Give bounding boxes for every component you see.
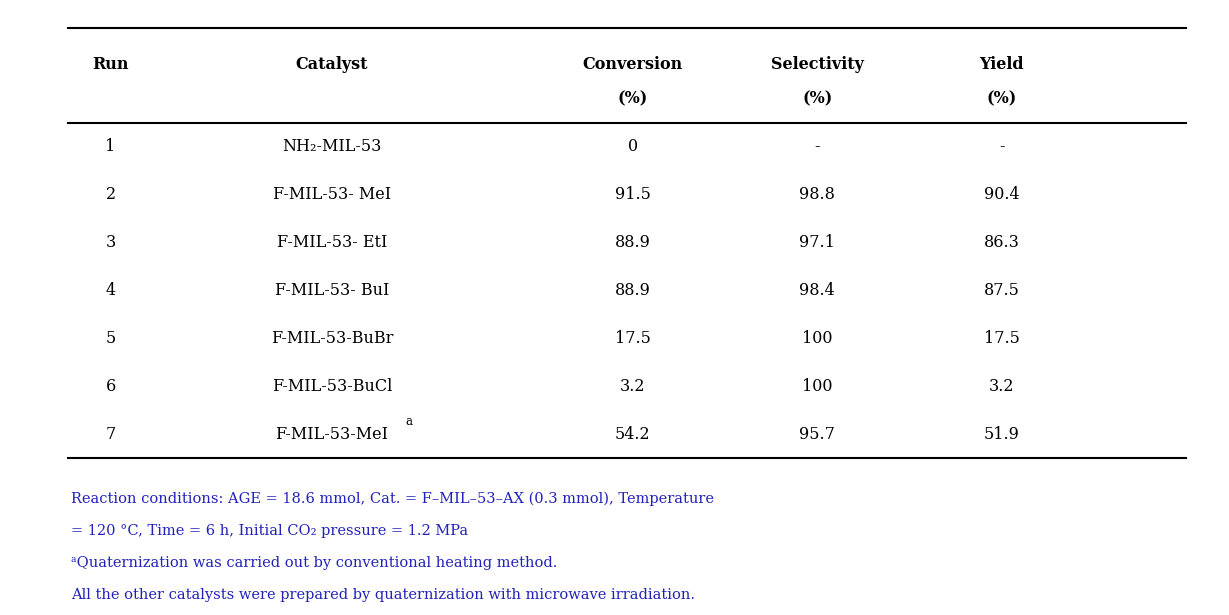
Text: All the other catalysts were prepared by quaternization with microwave irradiati: All the other catalysts were prepared by… [71, 588, 696, 602]
Text: 98.8: 98.8 [799, 186, 836, 204]
Text: 95.7: 95.7 [799, 426, 836, 443]
Text: -: - [815, 138, 820, 156]
Text: F-MIL-53-BuBr: F-MIL-53-BuBr [270, 330, 393, 347]
Text: NH₂-MIL-53: NH₂-MIL-53 [283, 138, 381, 156]
Text: 7: 7 [106, 426, 116, 443]
Text: (%): (%) [618, 90, 648, 107]
Text: 2: 2 [106, 186, 116, 204]
Text: F-MIL-53- MeI: F-MIL-53- MeI [273, 186, 391, 204]
Text: 4: 4 [106, 282, 116, 299]
Text: (%): (%) [803, 90, 832, 107]
Text: 17.5: 17.5 [614, 330, 651, 347]
Text: Conversion: Conversion [583, 56, 683, 73]
Text: 90.4: 90.4 [984, 186, 1019, 204]
Text: 98.4: 98.4 [799, 282, 836, 299]
Text: 97.1: 97.1 [799, 234, 836, 251]
Text: F-MIL-53-BuCl: F-MIL-53-BuCl [272, 378, 392, 395]
Text: 1: 1 [106, 138, 116, 156]
Text: 0: 0 [628, 138, 638, 156]
Text: 87.5: 87.5 [983, 282, 1020, 299]
Text: F-MIL-53- EtI: F-MIL-53- EtI [277, 234, 387, 251]
Text: = 120 °C, Time = 6 h, Initial CO₂ pressure = 1.2 MPa: = 120 °C, Time = 6 h, Initial CO₂ pressu… [71, 524, 468, 538]
Text: 6: 6 [106, 378, 116, 395]
Text: 51.9: 51.9 [983, 426, 1020, 443]
Text: 88.9: 88.9 [614, 282, 651, 299]
Text: 3.2: 3.2 [621, 378, 645, 395]
Text: Yield: Yield [980, 56, 1024, 73]
Text: ᵃQuaternization was carried out by conventional heating method.: ᵃQuaternization was carried out by conve… [71, 556, 558, 570]
Text: 86.3: 86.3 [983, 234, 1020, 251]
Text: 100: 100 [803, 378, 832, 395]
Text: Run: Run [92, 56, 129, 73]
Text: a: a [406, 416, 413, 429]
Text: Reaction conditions: AGE = 18.6 mmol, Cat. = F–MIL–53–AX (0.3 mmol), Temperature: Reaction conditions: AGE = 18.6 mmol, Ca… [71, 492, 714, 506]
Text: 3: 3 [106, 234, 116, 251]
Text: 88.9: 88.9 [614, 234, 651, 251]
Text: F-MIL-53- BuI: F-MIL-53- BuI [274, 282, 390, 299]
Text: 54.2: 54.2 [616, 426, 650, 443]
Text: 17.5: 17.5 [983, 330, 1020, 347]
Text: 3.2: 3.2 [989, 378, 1014, 395]
Text: 5: 5 [106, 330, 116, 347]
Text: Selectivity: Selectivity [771, 56, 864, 73]
Text: (%): (%) [987, 90, 1016, 107]
Text: Catalyst: Catalyst [296, 56, 367, 73]
Text: -: - [999, 138, 1004, 156]
Text: 100: 100 [803, 330, 832, 347]
Text: F-MIL-53-MeI: F-MIL-53-MeI [275, 426, 388, 443]
Text: 91.5: 91.5 [614, 186, 651, 204]
